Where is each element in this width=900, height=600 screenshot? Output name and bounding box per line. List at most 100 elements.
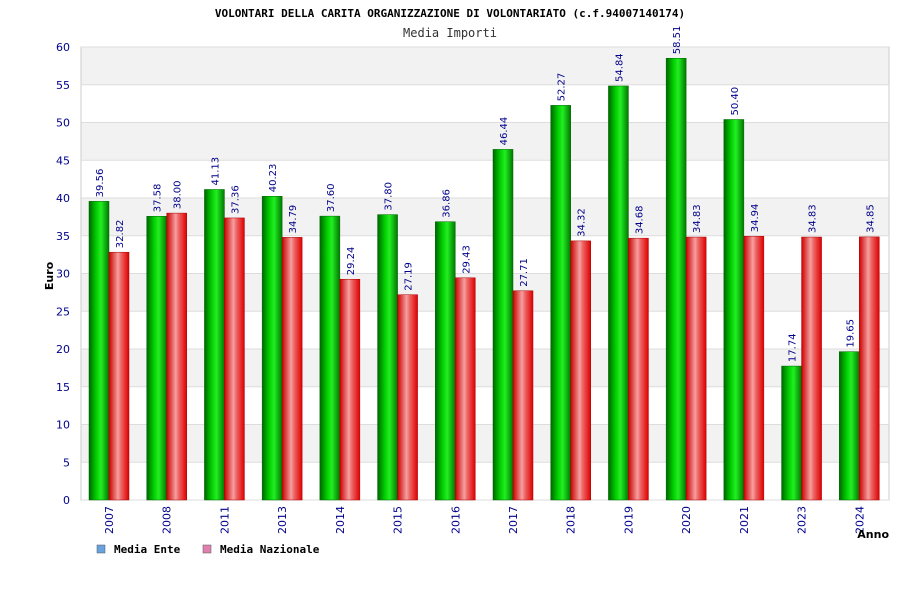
plot-band: [81, 198, 889, 236]
y-tick-label: 0: [63, 494, 70, 507]
bar-media-ente: [550, 105, 571, 501]
value-labels: 39.56 32.82 37.58 38.00 41.13 37.36 40.23 34.79…: [95, 26, 876, 362]
data-label: 38.00: [173, 180, 184, 209]
bar-media-nazionale: [455, 277, 476, 501]
bar-media-ente: [204, 189, 225, 501]
data-label: 46.44: [499, 117, 510, 146]
plot-band: [81, 311, 889, 349]
data-label: 39.56: [95, 169, 106, 198]
legend: Media Ente Media Nazionale: [96, 543, 320, 556]
data-label: 52.27: [557, 73, 568, 102]
plot-band: [81, 424, 889, 463]
bar-media-nazionale: [108, 251, 130, 501]
x-tick-label: 2018: [565, 506, 578, 534]
data-label: 34.32: [577, 208, 588, 237]
bar-media-ente: [319, 215, 341, 501]
bar-media-nazionale: [859, 236, 880, 501]
plot-band: [81, 160, 889, 198]
y-tick-label: 5: [63, 456, 70, 469]
y-tick-label: 15: [56, 381, 70, 394]
x-tick-label: 2007: [103, 506, 116, 534]
y-tick-label: 30: [56, 268, 70, 281]
x-tick-label: 2017: [507, 506, 520, 534]
data-label: 34.94: [750, 204, 761, 233]
plot-band: [81, 386, 889, 425]
data-label: 29.43: [461, 245, 472, 274]
legend-label: Media Nazionale: [220, 543, 320, 556]
chart-title: VOLONTARI DELLA CARITA ORGANIZZAZIONE DI…: [215, 7, 685, 20]
data-label: 32.82: [115, 220, 126, 249]
data-label: 34.83: [808, 204, 819, 233]
x-tick-label: 2014: [334, 506, 347, 534]
x-tick-label: 2021: [738, 506, 751, 534]
y-tick-label: 50: [56, 117, 70, 130]
data-label: 37.80: [384, 182, 395, 211]
x-tick-label: 2023: [796, 506, 809, 534]
bar-media-ente: [665, 57, 687, 501]
plot-band: [81, 235, 889, 274]
x-tick-label: 2015: [392, 506, 405, 534]
legend-label: Media Ente: [114, 543, 181, 556]
bar-media-nazionale: [166, 212, 187, 501]
legend-swatch: [96, 544, 106, 554]
plot-band: [81, 122, 889, 161]
data-label: 17.74: [788, 333, 799, 362]
data-label: 58.51: [672, 26, 683, 55]
x-axis-label: Anno: [857, 528, 889, 541]
data-label: 54.84: [614, 53, 625, 82]
bars: [88, 57, 880, 501]
data-label: 40.23: [268, 164, 279, 193]
y-tick-label: 10: [56, 419, 70, 432]
data-label: 27.19: [404, 262, 415, 291]
data-label: 34.68: [634, 206, 645, 235]
bar-media-ente: [723, 119, 745, 501]
bar-media-ente: [146, 216, 167, 501]
x-tick-label: 2024: [853, 506, 866, 534]
bar-media-nazionale: [570, 240, 591, 501]
data-label: 34.79: [288, 205, 299, 234]
data-label: 36.86: [441, 189, 452, 218]
legend-swatch: [202, 544, 212, 554]
x-tick-label: 2008: [161, 506, 174, 534]
plot-band: [81, 349, 889, 387]
data-label: 34.83: [692, 204, 703, 233]
bar-media-ente: [492, 149, 514, 501]
bar-media-nazionale: [512, 290, 534, 501]
chart-subtitle: Media Importi: [403, 26, 497, 40]
bar-media-nazionale: [685, 236, 707, 501]
y-tick-label: 60: [56, 41, 70, 54]
bar-media-ente: [88, 201, 110, 501]
y-axis-label: Euro: [43, 261, 56, 290]
y-tick-label: 40: [56, 192, 70, 205]
plot-band: [81, 273, 889, 312]
plot-band: [81, 84, 889, 123]
y-tick-label: 55: [56, 79, 70, 92]
bar-media-ente: [377, 214, 398, 501]
bar-media-ente: [781, 365, 802, 501]
plot-band: [81, 47, 889, 85]
data-label: 29.24: [346, 247, 357, 276]
data-label: 37.36: [230, 185, 241, 214]
bar-media-ente: [608, 85, 629, 501]
x-tick-label: 2013: [276, 506, 289, 534]
data-label: 50.40: [730, 87, 741, 116]
data-label: 27.71: [519, 258, 530, 287]
data-label: 37.58: [153, 184, 164, 213]
data-label: 41.13: [210, 157, 221, 186]
y-axis-ticks: 0 5 10 15 20 25 30 35 40 45 50 55 60: [56, 41, 70, 507]
bar-media-nazionale: [801, 236, 822, 501]
bar-media-nazionale: [743, 235, 765, 501]
bar-media-ente: [261, 196, 283, 501]
y-tick-label: 25: [56, 305, 70, 318]
y-tick-label: 35: [56, 230, 70, 243]
bar-media-nazionale: [397, 294, 418, 501]
y-tick-label: 45: [56, 154, 70, 167]
x-tick-label: 2016: [449, 506, 462, 534]
y-tick-label: 20: [56, 343, 70, 356]
bar-media-nazionale: [224, 217, 245, 501]
data-label: 37.60: [326, 183, 337, 212]
data-label: 34.85: [865, 204, 876, 233]
x-axis-ticks: 2007 2008 2011 2013 2014 2015 2016 2017 2018 2019…: [103, 506, 866, 534]
data-label: 19.65: [845, 319, 856, 348]
